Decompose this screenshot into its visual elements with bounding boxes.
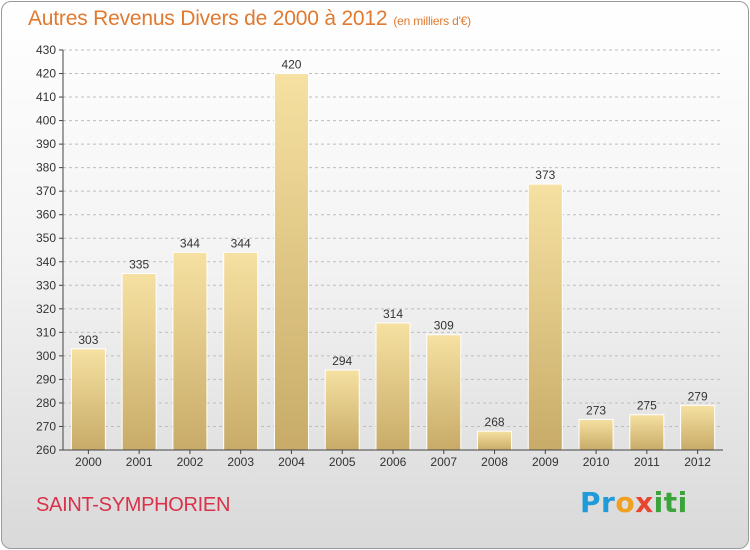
x-tick-label: 2008 <box>481 455 508 469</box>
y-tick-label: 350 <box>36 231 56 245</box>
bar-2004 <box>273 73 309 451</box>
chart-title-text: Autres Revenus Divers de 2000 à 2012 <box>28 7 388 30</box>
bar-2010 <box>578 418 614 451</box>
y-tick-label: 320 <box>36 302 56 316</box>
bar-2012 <box>680 404 716 451</box>
x-tick-label: 2001 <box>126 455 153 469</box>
y-tick-label: 280 <box>36 396 56 410</box>
y-tick-label: 390 <box>36 137 56 151</box>
y-tick-label: 340 <box>36 255 56 269</box>
data-label: 273 <box>586 403 606 417</box>
bar-2011 <box>629 414 665 451</box>
x-tick-label: 2005 <box>329 455 356 469</box>
y-tick-label: 360 <box>36 208 56 222</box>
y-tick-label: 300 <box>36 349 56 363</box>
data-label: 344 <box>231 236 251 250</box>
x-tick-label: 2007 <box>430 455 457 469</box>
bars <box>70 73 716 451</box>
data-label: 335 <box>129 258 149 272</box>
data-labels: 303 335 344 344 420 294 314 309 268 373 273 275 279 <box>78 58 708 430</box>
data-label: 314 <box>383 307 403 321</box>
axes: 260 270 280 290 300 310 320 330 340 350 360 370 380 3… <box>36 43 723 469</box>
x-tick-label: 2003 <box>227 455 254 469</box>
data-label: 294 <box>332 354 352 368</box>
y-tick-label: 330 <box>36 278 56 292</box>
logo-letter: t <box>663 486 678 519</box>
y-tick-label: 410 <box>36 90 56 104</box>
data-label: 303 <box>78 333 98 347</box>
data-label: 420 <box>281 58 301 72</box>
bar-2008 <box>477 430 513 451</box>
x-tick-label: 2004 <box>278 455 305 469</box>
bar-2001 <box>121 273 157 451</box>
x-tick-label: 2009 <box>532 455 559 469</box>
data-label: 309 <box>434 319 454 333</box>
y-tick-label: 400 <box>36 114 56 128</box>
data-label: 279 <box>688 389 708 403</box>
x-tick-label: 2002 <box>177 455 204 469</box>
data-label: 373 <box>535 168 555 182</box>
y-tick-label: 430 <box>36 43 56 57</box>
x-tick-label: 2000 <box>75 455 102 469</box>
chart-title: Autres Revenus Divers de 2000 à 2012 (en … <box>28 7 471 31</box>
chart-subtitle: (en milliers d'€) <box>393 14 471 28</box>
data-label: 344 <box>180 236 200 250</box>
bar-2005 <box>324 369 360 451</box>
data-label: 275 <box>637 399 657 413</box>
proxiti-logo: Proxiti <box>580 486 688 519</box>
y-tick-label: 270 <box>36 419 56 433</box>
x-tick-label: 2006 <box>380 455 407 469</box>
y-tick-label: 370 <box>36 184 56 198</box>
y-tick-label: 260 <box>36 443 56 457</box>
logo-letter: P <box>580 486 602 519</box>
y-tick-label: 310 <box>36 325 56 339</box>
logo-letter: x <box>635 486 654 519</box>
logo-letter: i <box>677 486 688 519</box>
bar-2006 <box>375 322 411 451</box>
bar-2000 <box>70 348 106 451</box>
logo-letter: o <box>615 486 636 519</box>
bar-2009 <box>527 183 563 451</box>
commune-name: SAINT-SYMPHORIEN <box>36 494 231 516</box>
bar-2003 <box>223 251 259 451</box>
logo-letter: i <box>653 486 664 519</box>
y-tick-label: 380 <box>36 161 56 175</box>
x-tick-label: 2011 <box>634 455 660 469</box>
data-label: 268 <box>485 415 505 429</box>
bar-2002 <box>172 251 208 451</box>
x-tick-label: 2012 <box>684 455 711 469</box>
y-tick-label: 290 <box>36 372 56 386</box>
logo-letter: r <box>601 486 616 519</box>
x-tick-label: 2010 <box>583 455 610 469</box>
bar-2007 <box>426 334 462 451</box>
y-tick-label: 420 <box>36 67 56 81</box>
